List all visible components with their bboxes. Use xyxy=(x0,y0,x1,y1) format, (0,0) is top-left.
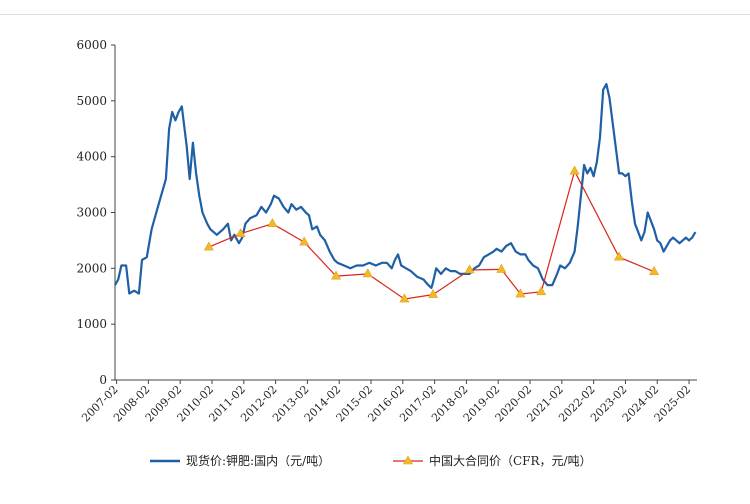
contract-price-point xyxy=(203,241,214,251)
contract-price-point xyxy=(515,288,526,298)
figure-title xyxy=(0,0,750,15)
series-layer xyxy=(114,83,697,303)
contract-price-point xyxy=(235,228,246,238)
legend-label-spot-price: 现货价:钾肥:国内（元/吨） xyxy=(186,453,330,468)
contract-price-point xyxy=(569,165,580,175)
contract-price-point xyxy=(299,236,310,246)
contract-price-point xyxy=(536,286,547,296)
series-line-spot-price xyxy=(114,83,697,295)
chart-axes xyxy=(111,44,697,384)
contract-price-point xyxy=(649,266,660,275)
contract-price-point xyxy=(267,218,278,227)
y-tick-label: 1000 xyxy=(76,317,107,331)
legend: 现货价:钾肥:国内（元/吨） 中国大合同价（CFR，元/吨） xyxy=(150,453,592,468)
y-axis-ticks: 0 1000 2000 3000 4000 5000 6000 xyxy=(76,38,107,387)
contract-price-point xyxy=(331,270,342,280)
y-tick-label: 2000 xyxy=(76,261,107,275)
contract-price-point xyxy=(464,264,475,274)
y-tick-label: 4000 xyxy=(76,150,107,164)
contract-price-point xyxy=(362,268,373,278)
series-line-contract-price xyxy=(208,170,655,300)
contract-price-point xyxy=(614,251,625,261)
contract-price-point xyxy=(428,288,439,298)
legend-label-contract-price: 中国大合同价（CFR，元/吨） xyxy=(429,453,592,468)
y-tick-label: 0 xyxy=(99,373,107,387)
y-tick-label: 5000 xyxy=(76,94,107,108)
legend-marker-contract-price xyxy=(402,455,414,465)
y-tick-label: 3000 xyxy=(76,206,107,220)
x-axis-ticks: 2007-022008-022009-022010-022011-022012-… xyxy=(79,383,693,425)
contract-price-point xyxy=(496,263,507,273)
y-tick-label: 6000 xyxy=(76,38,107,52)
contract-price-point xyxy=(399,293,410,303)
